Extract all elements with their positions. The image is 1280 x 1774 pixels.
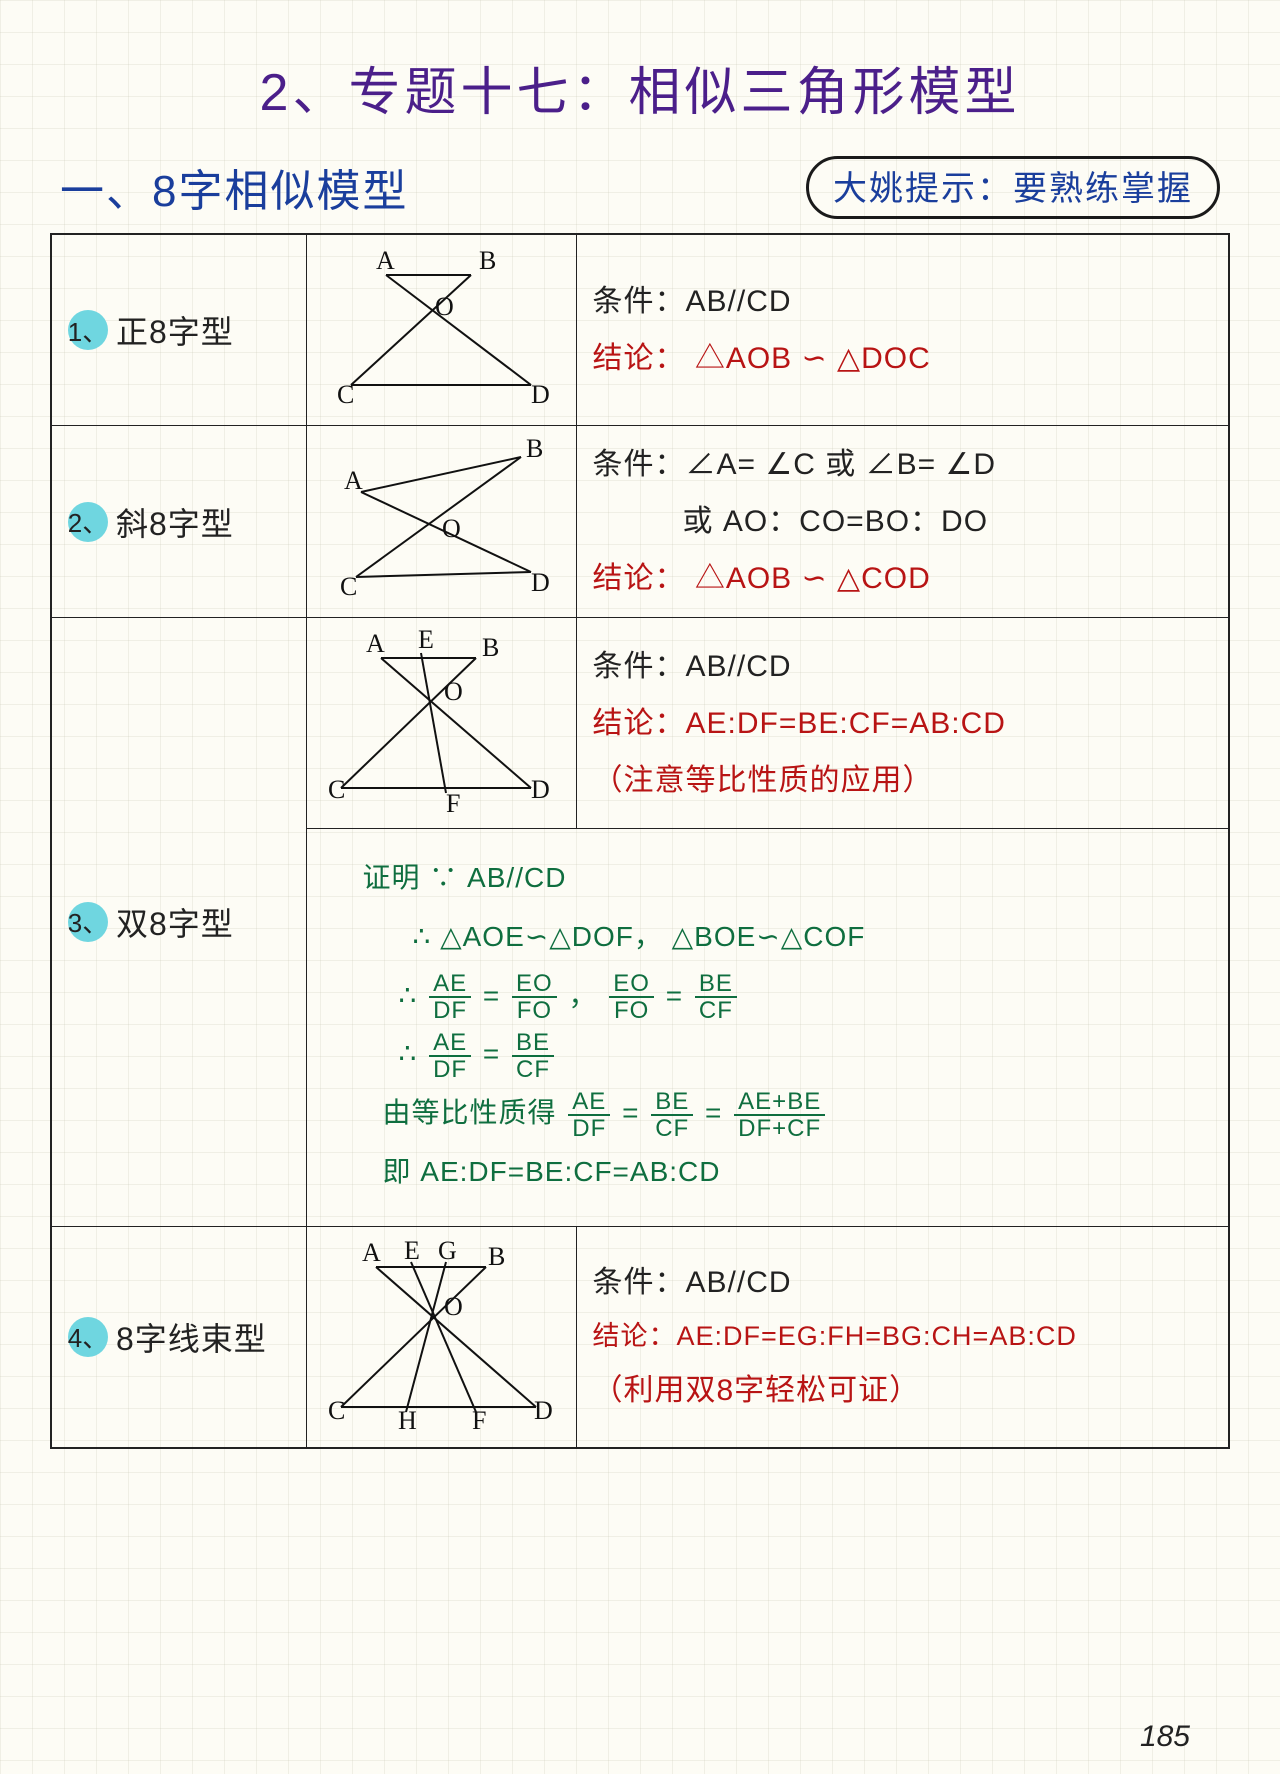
conclusion-text: 结论： △AOB ∽ △DOC — [593, 330, 1213, 387]
page-number: 185 — [1140, 1720, 1190, 1754]
note-text: （注意等比性质的应用） — [593, 752, 1213, 809]
proof-line: 即 AE:DF=BE:CF=AB:CD — [363, 1143, 1189, 1202]
table-row: 2、 斜8字型 A B C D O 条件：∠A= ∠C 或 ∠B= — [51, 426, 1229, 618]
table-row: 4、 8字线束型 A E G B C H F — [51, 1226, 1229, 1448]
svg-text:A: A — [362, 1238, 381, 1267]
diagram-fig8-bundle: A E G B C H F D O — [306, 1226, 576, 1448]
bullet-icon: 2、 — [68, 502, 108, 542]
conclusion-text: 结论：AE:DF=EG:FH=BG:CH=AB:CD — [593, 1311, 1213, 1362]
svg-text:A: A — [376, 246, 395, 275]
conclusion-text: 结论： △AOB ∽ △COD — [593, 550, 1213, 607]
bullet-icon: 4、 — [68, 1317, 108, 1357]
condition-text: 条件：AB//CD — [593, 1254, 1213, 1311]
condition-text: 或 AO：CO=BO：DO — [593, 493, 1213, 550]
row-name: 正8字型 — [116, 307, 234, 353]
svg-text:F: F — [472, 1406, 486, 1435]
svg-text:G: G — [438, 1237, 457, 1265]
note-text: （利用双8字轻松可证） — [593, 1362, 1213, 1419]
svg-text:B: B — [526, 437, 543, 463]
section-header-row: 一、8字相似模型 大姚提示：要熟练掌握 — [60, 155, 1220, 219]
svg-text:A: A — [344, 466, 363, 495]
diagram-fig8-regular: A B C D O — [306, 234, 576, 426]
svg-text:C: C — [337, 380, 354, 409]
svg-text:H: H — [398, 1406, 417, 1435]
proof-line: ∴ AEDF = BECF — [363, 1025, 1189, 1084]
tip-pill: 大姚提示：要熟练掌握 — [806, 156, 1220, 219]
row-name: 双8字型 — [116, 899, 234, 945]
svg-text:A: A — [366, 629, 385, 658]
svg-text:C: C — [328, 775, 345, 804]
condition-text: 条件：∠A= ∠C 或 ∠B= ∠D — [593, 436, 1213, 493]
bullet-icon: 3、 — [68, 902, 108, 942]
svg-text:O: O — [442, 514, 461, 543]
svg-text:B: B — [482, 633, 499, 662]
page-title: 2、专题十七：相似三角形模型 — [50, 50, 1230, 125]
row-name: 斜8字型 — [116, 499, 234, 545]
proof-block: 证明 ∵ AB//CD ∴ △AOE∽△DOF， △BOE∽△COF ∴ AED… — [323, 839, 1213, 1216]
svg-text:O: O — [435, 292, 454, 321]
svg-text:D: D — [531, 775, 550, 804]
svg-text:B: B — [479, 246, 496, 275]
row-name: 8字线束型 — [116, 1314, 267, 1360]
svg-text:D: D — [534, 1396, 553, 1425]
diagram-fig8-skew: A B C D O — [306, 426, 576, 618]
bullet-icon: 1、 — [68, 310, 108, 350]
conclusion-text: 结论：AE:DF=BE:CF=AB:CD — [593, 695, 1213, 752]
svg-text:E: E — [404, 1237, 420, 1265]
svg-text:F: F — [446, 789, 460, 818]
condition-text: 条件：AB//CD — [593, 273, 1213, 330]
svg-text:D: D — [531, 380, 550, 409]
svg-text:O: O — [444, 1292, 463, 1321]
table-row: 1、 正8字型 A B C D O 条件：AB//CD — [51, 234, 1229, 426]
svg-text:C: C — [328, 1396, 345, 1425]
svg-text:B: B — [488, 1242, 505, 1271]
proof-line: ∴ △AOE∽△DOF， △BOE∽△COF — [363, 908, 1189, 967]
svg-text:O: O — [444, 677, 463, 706]
svg-text:E: E — [418, 628, 434, 654]
svg-text:C: C — [340, 572, 357, 601]
models-table: 1、 正8字型 A B C D O 条件：AB//CD — [50, 233, 1230, 1449]
svg-text:D: D — [531, 568, 550, 597]
diagram-fig8-double: A E B C F D O — [306, 618, 576, 829]
table-row: 3、 双8字型 A E B C F D O — [51, 618, 1229, 829]
proof-line: 由等比性质得 AEDF = BECF = AE+BEDF+CF — [363, 1084, 1189, 1143]
condition-text: 条件：AB//CD — [593, 638, 1213, 695]
section-heading: 一、8字相似模型 — [60, 155, 408, 219]
proof-line: 证明 ∵ AB//CD — [363, 849, 1189, 908]
proof-line: ∴ AEDF = EOFO ， EOFO = BECF — [363, 967, 1189, 1026]
